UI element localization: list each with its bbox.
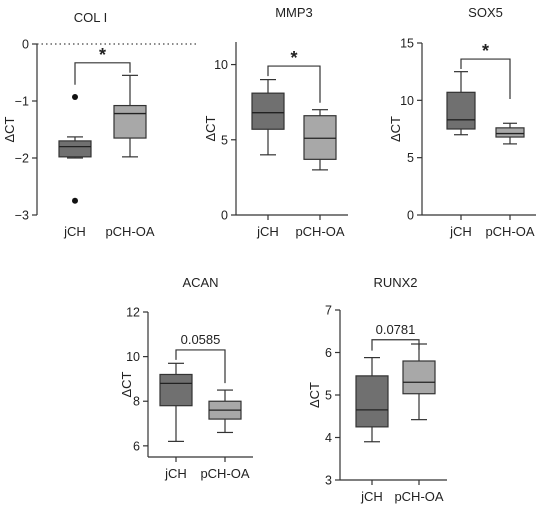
y-axis-label: ΔCT — [119, 371, 134, 397]
significance-star: * — [99, 45, 106, 65]
y-tick-label: 6 — [133, 439, 140, 453]
box-iqr — [446, 91, 476, 130]
box-pch-oa — [208, 389, 242, 434]
box-iqr — [495, 127, 525, 138]
box-pch-oa — [402, 343, 436, 421]
chart-title: COL I — [74, 10, 107, 25]
chart-panel-mmp3: MMP3 ΔCT 0 5 10 jCH pCH-OA * — [203, 5, 348, 239]
y-tick-label: 8 — [133, 395, 140, 409]
y-tick-label: 7 — [325, 304, 332, 318]
significance-bracket — [74, 62, 131, 85]
box-iqr — [113, 104, 147, 139]
box-iqr — [355, 375, 389, 428]
y-tick-label: 10 — [214, 58, 228, 72]
y-axis-label: ΔCT — [307, 382, 322, 408]
x-tick-label: pCH-OA — [485, 224, 534, 239]
x-tick-label: jCH — [360, 489, 383, 504]
y-axis-label: ΔCT — [2, 116, 17, 142]
x-tick-label: jCH — [256, 224, 279, 239]
box-pch-oa — [303, 109, 337, 171]
box-iqr — [58, 140, 92, 158]
y-tick-label: 4 — [325, 431, 332, 445]
chart-title: ACAN — [182, 275, 218, 290]
x-tick-label: pCH-OA — [295, 224, 344, 239]
box-iqr — [303, 115, 337, 160]
significance-bracket — [175, 349, 226, 384]
outlier-point — [72, 197, 78, 204]
y-tick-label: −3 — [15, 209, 29, 223]
y-tick-label: 5 — [407, 151, 414, 165]
y-tick-label: 5 — [221, 133, 228, 147]
x-tick-label: pCH-OA — [394, 489, 443, 504]
y-tick-label: 15 — [400, 37, 414, 51]
y-tick-label: 10 — [126, 350, 140, 364]
y-tick-label: 0 — [22, 38, 29, 52]
y-tick-label: −1 — [15, 95, 29, 109]
x-tick-label: jCH — [449, 224, 472, 239]
significance-bracket — [460, 58, 511, 100]
y-tick-label: 0 — [407, 209, 414, 223]
box-iqr — [159, 373, 193, 407]
chart-title: RUNX2 — [373, 275, 417, 290]
significance-star: * — [482, 41, 489, 61]
x-tick-label: jCH — [63, 224, 86, 239]
chart-panel-sox5: SOX5 ΔCT 0 5 10 15 jCH pCH-OA * — [388, 5, 536, 239]
chart-title: SOX5 — [468, 5, 503, 20]
significance-bracket — [371, 339, 420, 351]
box-jch — [446, 71, 476, 136]
chart-panel-col-i: COL I ΔCT 0 −1 −2 −3 jCH pCH-OA * — [2, 10, 196, 239]
chart-panel-acan: ACAN ΔCT 6 8 10 12 jCH pCH-OA 0.0585 — [119, 275, 253, 481]
y-tick-label: 0 — [221, 209, 228, 223]
box-iqr — [402, 360, 436, 395]
x-tick-label: pCH-OA — [105, 224, 154, 239]
y-tick-label: 6 — [325, 346, 332, 360]
chart-title: MMP3 — [275, 5, 313, 20]
x-tick-label: pCH-OA — [200, 466, 249, 481]
y-tick-label: −2 — [15, 152, 29, 166]
box-jch — [58, 94, 92, 204]
significance-star: * — [290, 48, 297, 68]
x-tick-label: jCH — [164, 466, 187, 481]
box-pch-oa — [495, 122, 525, 145]
y-axis-label: ΔCT — [203, 115, 218, 141]
box-jch — [159, 362, 193, 442]
y-axis-label: ΔCT — [388, 116, 403, 142]
chart-panel-runx2: RUNX2 ΔCT 3 4 5 6 7 jCH pCH-OA 0.0781 — [307, 275, 447, 504]
p-value-label: 0.0781 — [376, 322, 416, 337]
y-tick-label: 12 — [126, 306, 140, 320]
p-value-label: 0.0585 — [181, 332, 221, 347]
box-iqr — [251, 92, 285, 130]
significance-bracket — [267, 65, 321, 103]
box-pch-oa — [113, 74, 147, 158]
box-jch — [355, 357, 389, 443]
y-tick-label: 10 — [400, 94, 414, 108]
y-tick-label: 3 — [325, 474, 332, 488]
outlier-point — [72, 94, 78, 101]
y-tick-label: 5 — [325, 389, 332, 403]
box-jch — [251, 79, 285, 156]
